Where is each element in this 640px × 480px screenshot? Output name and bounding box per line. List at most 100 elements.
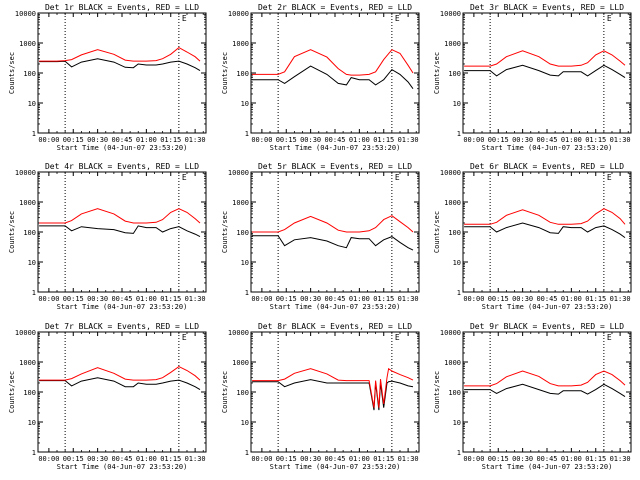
x-tick-label: 00:00 — [463, 295, 484, 303]
y-tick-label: 100 — [23, 229, 36, 237]
x-tick-label: 01:00 — [349, 455, 370, 463]
panel-title: Det 6r BLACK = Events, RED = LLD — [470, 162, 624, 171]
lld-series-line — [464, 50, 626, 67]
x-tick-label: 00:30 — [512, 136, 533, 144]
x-tick-label: 00:30 — [512, 455, 533, 463]
events-series-line — [39, 377, 201, 391]
y-tick-label: 10000 — [228, 10, 249, 18]
x-tick-label: 01:15 — [585, 455, 606, 463]
panel-title: Det 8r BLACK = Events, RED = LLD — [258, 322, 412, 331]
panel-title: Det 9r BLACK = Events, RED = LLD — [470, 322, 624, 331]
lld-series-line — [252, 215, 414, 233]
x-tick-label: 01:00 — [561, 136, 582, 144]
y-tick-label: 10 — [453, 100, 461, 108]
panel-title: Det 7r BLACK = Events, RED = LLD — [45, 322, 199, 331]
x-axis-label: Start Time (04-Jun-07 23:53:20) — [270, 303, 401, 311]
x-tick-label: 00:45 — [324, 136, 345, 144]
x-tick-label: 01:00 — [349, 136, 370, 144]
panel-title: Det 2r BLACK = Events, RED = LLD — [258, 3, 412, 12]
y-tick-label: 10000 — [440, 10, 461, 18]
y-tick-label: 1 — [245, 289, 249, 297]
plot-frame — [37, 331, 207, 453]
y-tick-label: 10000 — [15, 10, 36, 18]
x-tick-label: 00:00 — [38, 295, 59, 303]
y-tick-label: 10000 — [440, 329, 461, 337]
plot-frame — [250, 12, 420, 134]
events-series-line — [252, 379, 414, 411]
detector-panel-6: Det 6r BLACK = Events, RED = LLD 1 10 100 10… — [433, 162, 632, 311]
x-tick-label: 01:30 — [185, 455, 206, 463]
x-tick-label: 01:30 — [185, 295, 206, 303]
detector-panel-5: Det 5r BLACK = Events, RED = LLD 1 10 100 10… — [221, 162, 420, 311]
y-tick-label: 100 — [236, 70, 249, 78]
detector-panel-3: Det 3r BLACK = Events, RED = LLD 1 10 100 10… — [433, 3, 632, 152]
x-tick-label: 00:30 — [87, 455, 108, 463]
detector-panel-7: Det 7r BLACK = Events, RED = LLD 1 10 100 10… — [8, 322, 207, 471]
x-tick-label: 01:00 — [136, 136, 157, 144]
y-axis-label: Counts/sec — [433, 371, 441, 413]
y-tick-label: 10000 — [228, 169, 249, 177]
y-tick-label: 10 — [241, 100, 249, 108]
x-tick-label: 01:30 — [610, 455, 631, 463]
x-tick-label: 00:45 — [536, 455, 557, 463]
x-tick-label: 01:00 — [136, 295, 157, 303]
y-axis-label: Counts/sec — [433, 52, 441, 94]
panel-title: Det 5r BLACK = Events, RED = LLD — [258, 162, 412, 171]
y-tick-label: 1000 — [444, 40, 461, 48]
y-tick-label: 10 — [453, 259, 461, 267]
y-tick-label: 10000 — [440, 169, 461, 177]
y-axis-label: Counts/sec — [8, 211, 16, 253]
y-tick-label: 1 — [245, 449, 249, 457]
y-tick-label: 10 — [241, 259, 249, 267]
event-marker-label: E — [607, 14, 612, 23]
y-tick-label: 1 — [32, 130, 36, 138]
x-tick-label: 00:15 — [63, 136, 84, 144]
x-tick-label: 00:00 — [251, 455, 272, 463]
y-tick-label: 10 — [453, 419, 461, 427]
x-tick-label: 01:00 — [136, 455, 157, 463]
event-marker-label: E — [395, 14, 400, 23]
y-tick-label: 1000 — [232, 199, 249, 207]
x-tick-label: 00:15 — [63, 295, 84, 303]
x-tick-label: 00:00 — [38, 455, 59, 463]
x-tick-label: 01:15 — [373, 295, 394, 303]
x-tick-label: 00:30 — [300, 136, 321, 144]
y-tick-label: 10 — [28, 100, 36, 108]
detector-panel-1: Det 1r BLACK = Events, RED = LLD 1 10 100 10… — [8, 3, 207, 152]
y-tick-label: 10000 — [15, 329, 36, 337]
detector-panel-8: Det 8r BLACK = Events, RED = LLD 1 10 100 10… — [221, 322, 420, 471]
x-tick-label: 01:30 — [398, 295, 419, 303]
x-tick-label: 00:15 — [488, 136, 509, 144]
events-series-line — [464, 64, 626, 79]
event-marker-label: E — [182, 173, 187, 182]
events-series-line — [252, 235, 414, 251]
x-tick-label: 00:30 — [87, 136, 108, 144]
y-tick-label: 10 — [28, 259, 36, 267]
y-axis-label: Counts/sec — [221, 52, 229, 94]
y-tick-label: 100 — [448, 70, 461, 78]
x-tick-label: 01:15 — [160, 136, 181, 144]
x-tick-label: 00:15 — [488, 295, 509, 303]
x-tick-label: 01:30 — [398, 455, 419, 463]
x-tick-label: 01:15 — [160, 295, 181, 303]
event-marker-label: E — [395, 333, 400, 342]
y-tick-label: 1000 — [232, 359, 249, 367]
x-tick-label: 00:45 — [536, 136, 557, 144]
x-tick-label: 00:30 — [87, 295, 108, 303]
y-tick-label: 10 — [241, 419, 249, 427]
y-tick-label: 1 — [32, 289, 36, 297]
detector-panel-9: Det 9r BLACK = Events, RED = LLD 1 10 100 10… — [433, 322, 632, 471]
x-tick-label: 00:45 — [324, 455, 345, 463]
x-tick-label: 00:45 — [111, 136, 132, 144]
event-marker-label: E — [607, 173, 612, 182]
y-tick-label: 1000 — [444, 199, 461, 207]
panel-title: Det 4r BLACK = Events, RED = LLD — [45, 162, 199, 171]
x-tick-label: 00:15 — [276, 295, 297, 303]
x-tick-label: 01:30 — [185, 136, 206, 144]
y-tick-label: 100 — [23, 70, 36, 78]
x-tick-label: 00:45 — [324, 295, 345, 303]
events-series-line — [252, 65, 414, 89]
y-axis-label: Counts/sec — [433, 211, 441, 253]
x-axis-label: Start Time (04-Jun-07 23:53:20) — [482, 303, 613, 311]
panel-title: Det 1r BLACK = Events, RED = LLD — [45, 3, 199, 12]
